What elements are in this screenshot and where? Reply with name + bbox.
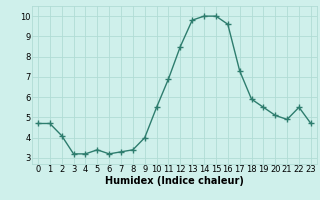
X-axis label: Humidex (Indice chaleur): Humidex (Indice chaleur) — [105, 176, 244, 186]
